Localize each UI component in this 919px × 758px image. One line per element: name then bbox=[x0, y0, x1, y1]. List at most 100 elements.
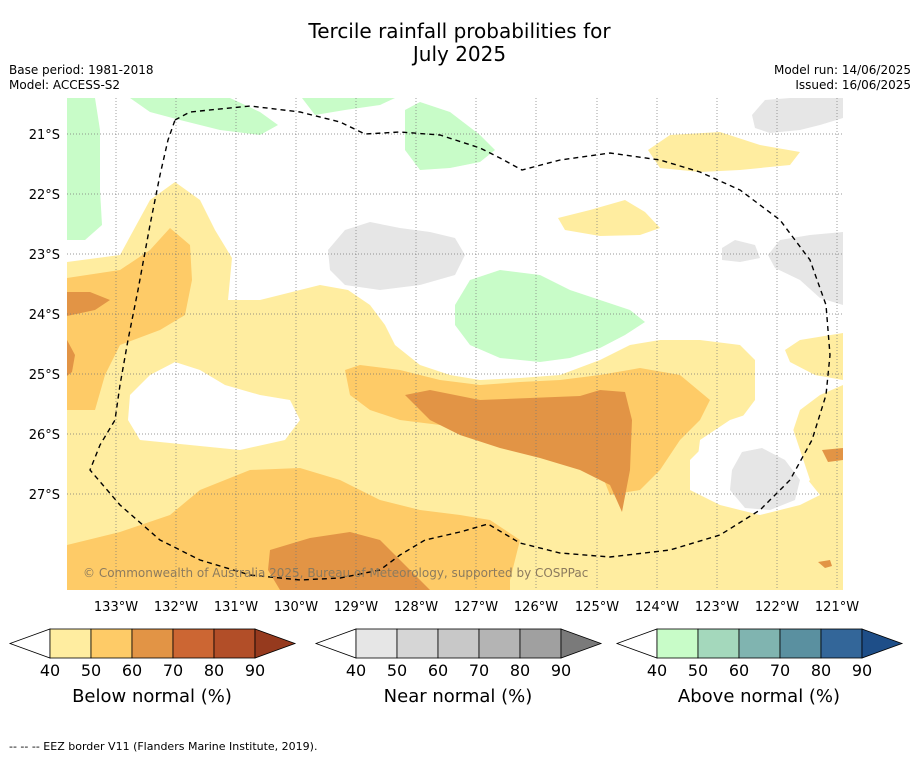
lon-label: 131°W bbox=[214, 600, 258, 615]
model-run: Model run: 14/06/2025 bbox=[773, 63, 911, 77]
lon-label: 130°W bbox=[274, 600, 318, 615]
colorbar-tick-label: 60 bbox=[728, 661, 750, 680]
colorbar-high-extend bbox=[861, 628, 904, 659]
colorbar-segment bbox=[172, 628, 215, 659]
above-normal-40-50-west bbox=[67, 98, 102, 240]
issued-date: Issued: 16/06/2025 bbox=[795, 78, 911, 92]
colorbar-segment bbox=[213, 628, 256, 659]
colorbar-low-extend bbox=[615, 628, 658, 659]
lon-label: 132°W bbox=[154, 600, 198, 615]
colorbar-segment bbox=[355, 628, 398, 659]
colorbar-tick-label: 50 bbox=[687, 661, 709, 680]
eez-border-line bbox=[89, 105, 831, 581]
colorbar-above-label: Above normal (%) bbox=[677, 686, 841, 707]
lon-label: 124°W bbox=[635, 600, 679, 615]
lat-label: 24°S bbox=[29, 308, 60, 323]
colorbar-segment bbox=[478, 628, 521, 659]
lat-label: 23°S bbox=[29, 248, 60, 263]
lon-labels: 133°W 132°W 131°W 130°W 129°W 128°W 127°… bbox=[94, 600, 859, 615]
colorbar-high-extend bbox=[254, 628, 297, 659]
above-normal-40-50-north2 bbox=[302, 98, 395, 115]
lon-label: 128°W bbox=[394, 600, 438, 615]
map-field bbox=[67, 98, 843, 590]
colorbar-low-extend bbox=[314, 628, 357, 659]
copyright-text: © Commonwealth of Australia 2025, Bureau… bbox=[83, 566, 588, 580]
eez-footnote: -- -- -- EEZ border V11 (Flanders Marine… bbox=[9, 740, 318, 753]
colorbar-tick-label: 90 bbox=[244, 661, 266, 680]
colorbar-tick-label: 60 bbox=[121, 661, 143, 680]
colorbar-tick-label: 40 bbox=[39, 661, 61, 680]
colorbar-tick-label: 50 bbox=[386, 661, 408, 680]
near-normal-40-50-west bbox=[328, 222, 465, 290]
colorbar-tick-label: 80 bbox=[509, 661, 531, 680]
colorbar-segment bbox=[779, 628, 822, 659]
colorbar-low-extend bbox=[8, 628, 51, 659]
below-normal-40-50-patch-north bbox=[648, 132, 800, 172]
colorbar-segment bbox=[738, 628, 781, 659]
colorbar-tick-label: 40 bbox=[646, 661, 668, 680]
base-period: Base period: 1981-2018 bbox=[9, 63, 154, 77]
below-normal-60-70-west2 bbox=[67, 340, 75, 376]
colorbar-below-label: Below normal (%) bbox=[72, 686, 232, 707]
map-title-line2: July 2025 bbox=[412, 42, 507, 66]
colorbar-segment bbox=[49, 628, 92, 659]
below-normal-60-70-west bbox=[67, 292, 110, 316]
near-normal-40-50-se bbox=[730, 448, 800, 510]
below-normal-50-60-south bbox=[67, 468, 520, 590]
colorbar-tick-label: 80 bbox=[203, 661, 225, 680]
below-normal-40-50-patch-mid bbox=[558, 200, 660, 236]
colorbar-near-normal bbox=[314, 628, 603, 659]
lon-label: 129°W bbox=[334, 600, 378, 615]
colorbar-segment bbox=[437, 628, 480, 659]
colorbar-near-label: Near normal (%) bbox=[383, 686, 533, 707]
lon-label: 126°W bbox=[514, 600, 558, 615]
white-gap-west bbox=[128, 362, 300, 450]
lat-label: 22°S bbox=[29, 188, 60, 203]
colorbar-segment bbox=[396, 628, 439, 659]
lon-label: 122°W bbox=[755, 600, 799, 615]
lat-label: 21°S bbox=[29, 128, 60, 143]
colorbar-tick-label: 50 bbox=[80, 661, 102, 680]
colorbar-tick-label: 40 bbox=[345, 661, 367, 680]
colorbar-tick-label: 80 bbox=[810, 661, 832, 680]
lon-gridlines bbox=[115, 98, 838, 590]
colorbar-high-extend bbox=[560, 628, 603, 659]
near-normal-40-50-small bbox=[722, 240, 760, 262]
colorbar-segment bbox=[131, 628, 174, 659]
colorbar-below-normal bbox=[8, 628, 297, 659]
near-normal-40-50-ne bbox=[752, 98, 843, 133]
lon-label: 125°W bbox=[575, 600, 619, 615]
lat-label: 27°S bbox=[29, 488, 60, 503]
lon-label: 127°W bbox=[454, 600, 498, 615]
below-normal-60-70-east bbox=[822, 448, 843, 462]
below-normal-60-70-south bbox=[268, 532, 430, 590]
colorbar-segment bbox=[519, 628, 562, 659]
colorbar-segment bbox=[820, 628, 863, 659]
map-title-line1: Tercile rainfall probabilities for bbox=[308, 19, 611, 43]
above-normal-40-50-centre bbox=[455, 270, 645, 362]
colorbar-segment bbox=[90, 628, 133, 659]
below-normal-60-70-dot bbox=[818, 560, 832, 568]
lon-label: 121°W bbox=[815, 600, 859, 615]
near-normal-40-50-east bbox=[768, 232, 843, 305]
below-normal-60-70-central bbox=[405, 390, 632, 512]
above-normal-40-50-north bbox=[130, 98, 278, 135]
lat-label: 25°S bbox=[29, 368, 60, 383]
model-name: Model: ACCESS-S2 bbox=[9, 78, 121, 92]
colorbar-above-normal bbox=[615, 628, 904, 659]
colorbar-tick-label: 60 bbox=[427, 661, 449, 680]
lon-label: 133°W bbox=[94, 600, 138, 615]
colorbar-tick-label: 70 bbox=[468, 661, 490, 680]
below-normal-50-60-west bbox=[67, 228, 192, 410]
lon-label: 123°W bbox=[695, 600, 739, 615]
colorbar-tick-label: 70 bbox=[162, 661, 184, 680]
lat-label: 26°S bbox=[29, 428, 60, 443]
colorbar-segment bbox=[656, 628, 699, 659]
colorbar-segment bbox=[697, 628, 740, 659]
above-normal-40-50-centre-north bbox=[405, 102, 495, 170]
colorbar-tick-label: 90 bbox=[851, 661, 873, 680]
lat-gridlines bbox=[67, 133, 843, 495]
colorbar-tick-label: 70 bbox=[769, 661, 791, 680]
lat-labels: 21°S 22°S 23°S 24°S 25°S 26°S 27°S bbox=[29, 128, 60, 503]
